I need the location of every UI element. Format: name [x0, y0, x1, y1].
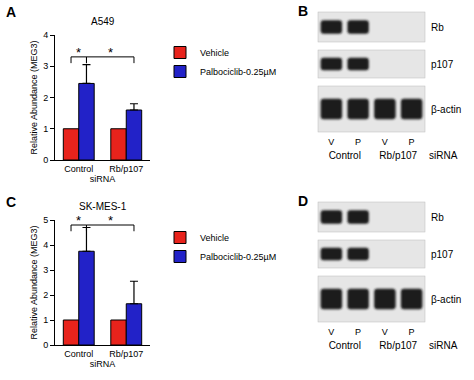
svg-text:*: *: [108, 213, 113, 228]
svg-text:Relative Abundance (MEG3): Relative Abundance (MEG3): [29, 225, 39, 339]
svg-text:C: C: [6, 194, 16, 210]
svg-text:Rb: Rb: [431, 22, 444, 33]
svg-text:siRNA: siRNA: [90, 359, 116, 369]
svg-text:Rb/p107: Rb/p107: [379, 150, 417, 161]
svg-text:2: 2: [43, 93, 48, 103]
svg-text:siRNA: siRNA: [429, 340, 458, 351]
svg-text:A549: A549: [91, 16, 115, 27]
svg-text:V: V: [328, 137, 334, 147]
svg-text:D: D: [298, 193, 308, 209]
svg-text:P: P: [409, 137, 415, 147]
svg-text:Control: Control: [329, 340, 361, 351]
svg-text:p107: p107: [431, 59, 454, 70]
svg-text:P: P: [355, 327, 361, 337]
svg-text:0: 0: [43, 155, 48, 165]
svg-text:*: *: [108, 45, 113, 60]
svg-text:Control: Control: [329, 150, 361, 161]
svg-text:V: V: [382, 137, 388, 147]
svg-text:V: V: [328, 327, 334, 337]
svg-text:Control: Control: [64, 349, 93, 359]
svg-text:V: V: [382, 327, 388, 337]
svg-text:Rb: Rb: [431, 212, 444, 223]
svg-text:Rb/p107: Rb/p107: [109, 349, 143, 359]
svg-text:B: B: [298, 3, 308, 19]
svg-text:2: 2: [43, 290, 48, 300]
svg-text:5: 5: [43, 215, 48, 225]
svg-text:β-actin: β-actin: [431, 294, 461, 305]
svg-text:siRNA: siRNA: [90, 174, 116, 184]
svg-text:Rb/p107: Rb/p107: [109, 164, 143, 174]
svg-text:1: 1: [43, 315, 48, 325]
svg-text:P: P: [355, 137, 361, 147]
svg-text:4: 4: [43, 240, 48, 250]
svg-text:siRNA: siRNA: [429, 150, 458, 161]
svg-text:*: *: [76, 45, 81, 60]
svg-text:1: 1: [43, 124, 48, 134]
svg-text:Palbociclib-0.25µM: Palbociclib-0.25µM: [200, 252, 276, 262]
svg-text:P: P: [409, 327, 415, 337]
svg-text:SK-MES-1: SK-MES-1: [79, 201, 127, 212]
svg-text:Vehicle: Vehicle: [200, 48, 229, 58]
svg-text:0: 0: [43, 340, 48, 350]
svg-text:Relative Abundance (MEG3): Relative Abundance (MEG3): [29, 40, 39, 154]
svg-text:*: *: [76, 213, 81, 228]
svg-text:Vehicle: Vehicle: [200, 233, 229, 243]
svg-text:Rb/p107: Rb/p107: [379, 340, 417, 351]
svg-text:Control: Control: [64, 164, 93, 174]
svg-text:A: A: [6, 4, 16, 20]
svg-text:β-actin: β-actin: [431, 104, 461, 115]
svg-text:3: 3: [43, 61, 48, 71]
svg-text:p107: p107: [431, 249, 454, 260]
svg-text:Palbociclib-0.25µM: Palbociclib-0.25µM: [200, 67, 276, 77]
svg-text:4: 4: [43, 30, 48, 40]
svg-text:3: 3: [43, 265, 48, 275]
